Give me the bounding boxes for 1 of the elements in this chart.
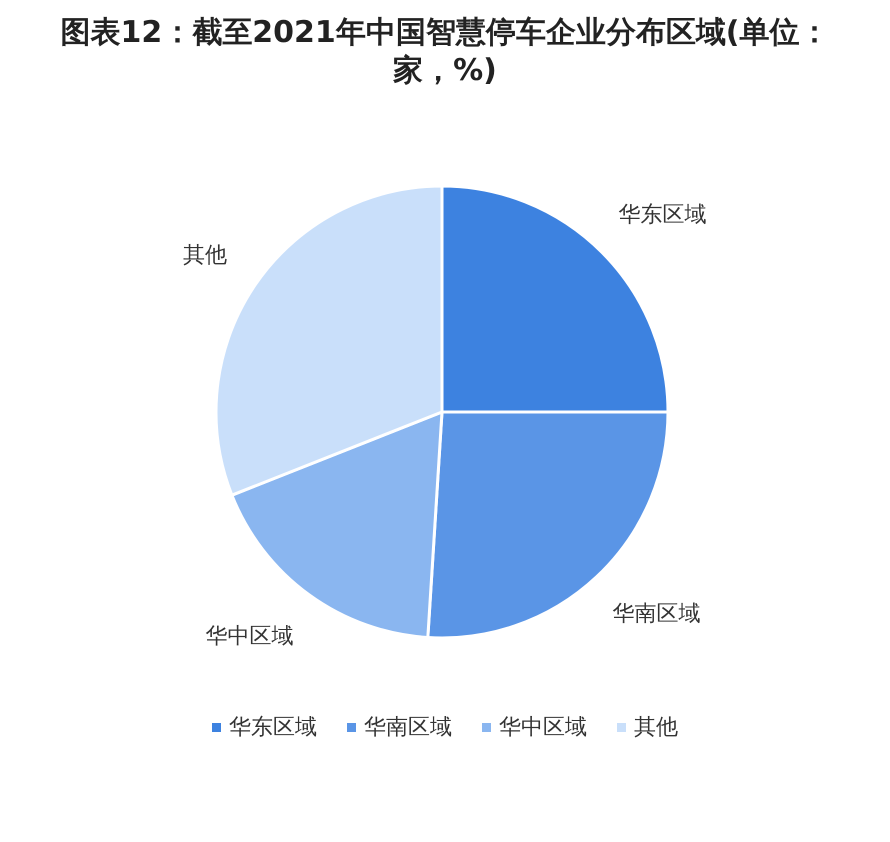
title: 图表12：截至2021年中国智慧停车企业分布区域(单位：家，%) [60, 14, 830, 90]
